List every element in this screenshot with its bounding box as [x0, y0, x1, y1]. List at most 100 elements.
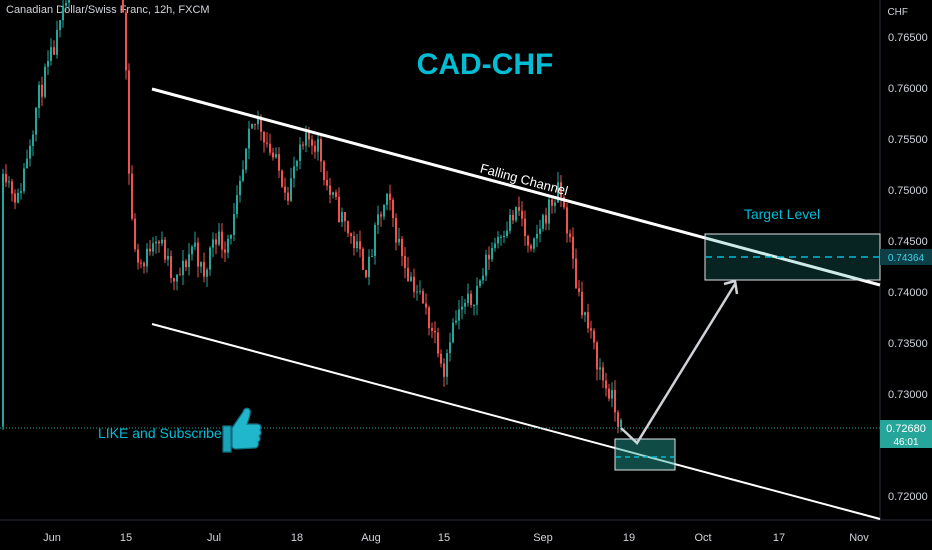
candle-body — [278, 154, 280, 171]
x-axis: Jun 15 Jul 18 Aug 15 Sep 19 Oct 17 Nov — [43, 532, 869, 544]
candle-body — [449, 342, 451, 354]
candle-body — [368, 256, 370, 278]
chart-title: CAD-CHF — [417, 48, 554, 81]
candle-body — [569, 233, 571, 237]
candle-body — [617, 412, 619, 427]
candle-body — [347, 221, 349, 234]
x-tick-label: 15 — [438, 532, 450, 544]
thumbs-up-icon — [222, 407, 262, 453]
candle-body — [164, 239, 166, 260]
candle-body — [263, 131, 265, 143]
candle-body — [197, 242, 199, 267]
candle-body — [548, 199, 550, 224]
candle-body — [467, 293, 469, 304]
candle-body — [257, 116, 259, 125]
x-tick-label: 17 — [773, 532, 785, 544]
candle-body — [161, 239, 163, 244]
candle-body — [191, 246, 193, 255]
candle-body — [251, 123, 253, 129]
countdown-text: 46:01 — [893, 437, 918, 448]
candle-body — [203, 262, 205, 277]
candle-body — [599, 367, 601, 370]
candle-body — [464, 303, 466, 307]
candle-body — [146, 248, 148, 267]
candle-body — [557, 182, 559, 203]
candle-body — [542, 215, 544, 229]
candle-body — [536, 233, 538, 239]
candle-body — [506, 230, 508, 237]
candle-body — [314, 145, 316, 152]
candle-body — [23, 168, 25, 192]
candle-body — [596, 342, 598, 370]
candle-body — [53, 47, 55, 55]
candle-body — [272, 152, 274, 158]
candle-body — [14, 193, 16, 203]
candle-body — [461, 306, 463, 310]
x-tick-label: Oct — [694, 532, 711, 544]
candle-body — [155, 241, 157, 244]
candle-body — [527, 236, 529, 246]
candle-body — [305, 132, 307, 146]
candle-body — [470, 293, 472, 306]
x-tick-label: Jul — [207, 532, 221, 544]
candle-body — [158, 241, 160, 244]
candle-body — [524, 218, 526, 237]
candle-body — [5, 173, 7, 183]
candle-body — [128, 70, 130, 174]
candle-body — [398, 238, 400, 243]
candle-body — [17, 192, 19, 203]
candle-body — [212, 239, 214, 248]
candle-body — [572, 236, 574, 259]
candle-body — [32, 134, 34, 146]
candle-body — [329, 185, 331, 195]
candle-body — [65, 2, 67, 6]
candle-body — [521, 210, 523, 219]
candle-body — [68, 0, 70, 3]
candle-body — [416, 291, 418, 293]
candle-body — [440, 353, 442, 364]
target-label: Target Level — [744, 206, 820, 222]
arrow-head — [723, 279, 739, 295]
candle-body — [611, 390, 613, 399]
currency-label: CHF — [887, 7, 908, 18]
candle-body — [395, 218, 397, 243]
candle-body — [407, 268, 409, 281]
candle-body — [242, 169, 244, 181]
candle-body — [401, 238, 403, 257]
candle-body — [200, 262, 202, 267]
candle-body — [266, 142, 268, 144]
candle-body — [308, 132, 310, 140]
candle-body — [245, 148, 247, 170]
candle-body — [365, 269, 367, 278]
price-badges: 0.74364 0.72680 46:01 — [880, 249, 932, 448]
candle-body — [437, 332, 439, 354]
candle-body — [494, 243, 496, 249]
candle-body — [455, 320, 457, 323]
candle-body — [500, 236, 502, 238]
candle-body — [539, 228, 541, 234]
x-tick-label: Aug — [361, 532, 381, 544]
candle-body — [236, 195, 238, 215]
candle-body — [11, 181, 13, 194]
candle-body — [383, 204, 385, 217]
candle-body — [404, 256, 406, 269]
candle-body — [566, 207, 568, 234]
candle-body — [233, 214, 235, 236]
candle-body — [533, 238, 535, 249]
candle-body — [485, 254, 487, 276]
candle-body — [482, 275, 484, 281]
candle-body — [578, 288, 580, 292]
candle-body — [227, 238, 229, 253]
candle-body — [41, 84, 43, 97]
x-tick-label: Nov — [849, 532, 869, 544]
candle-body — [206, 269, 208, 277]
candle-body — [563, 196, 565, 208]
y-tick-label: 0.75500 — [888, 134, 928, 146]
candle-body — [530, 245, 532, 249]
candle-body — [20, 191, 22, 193]
cta-label: LIKE and Subscribe — [98, 425, 222, 441]
candle-body — [287, 192, 289, 201]
candle-body — [422, 291, 424, 304]
candle-body — [419, 291, 421, 293]
